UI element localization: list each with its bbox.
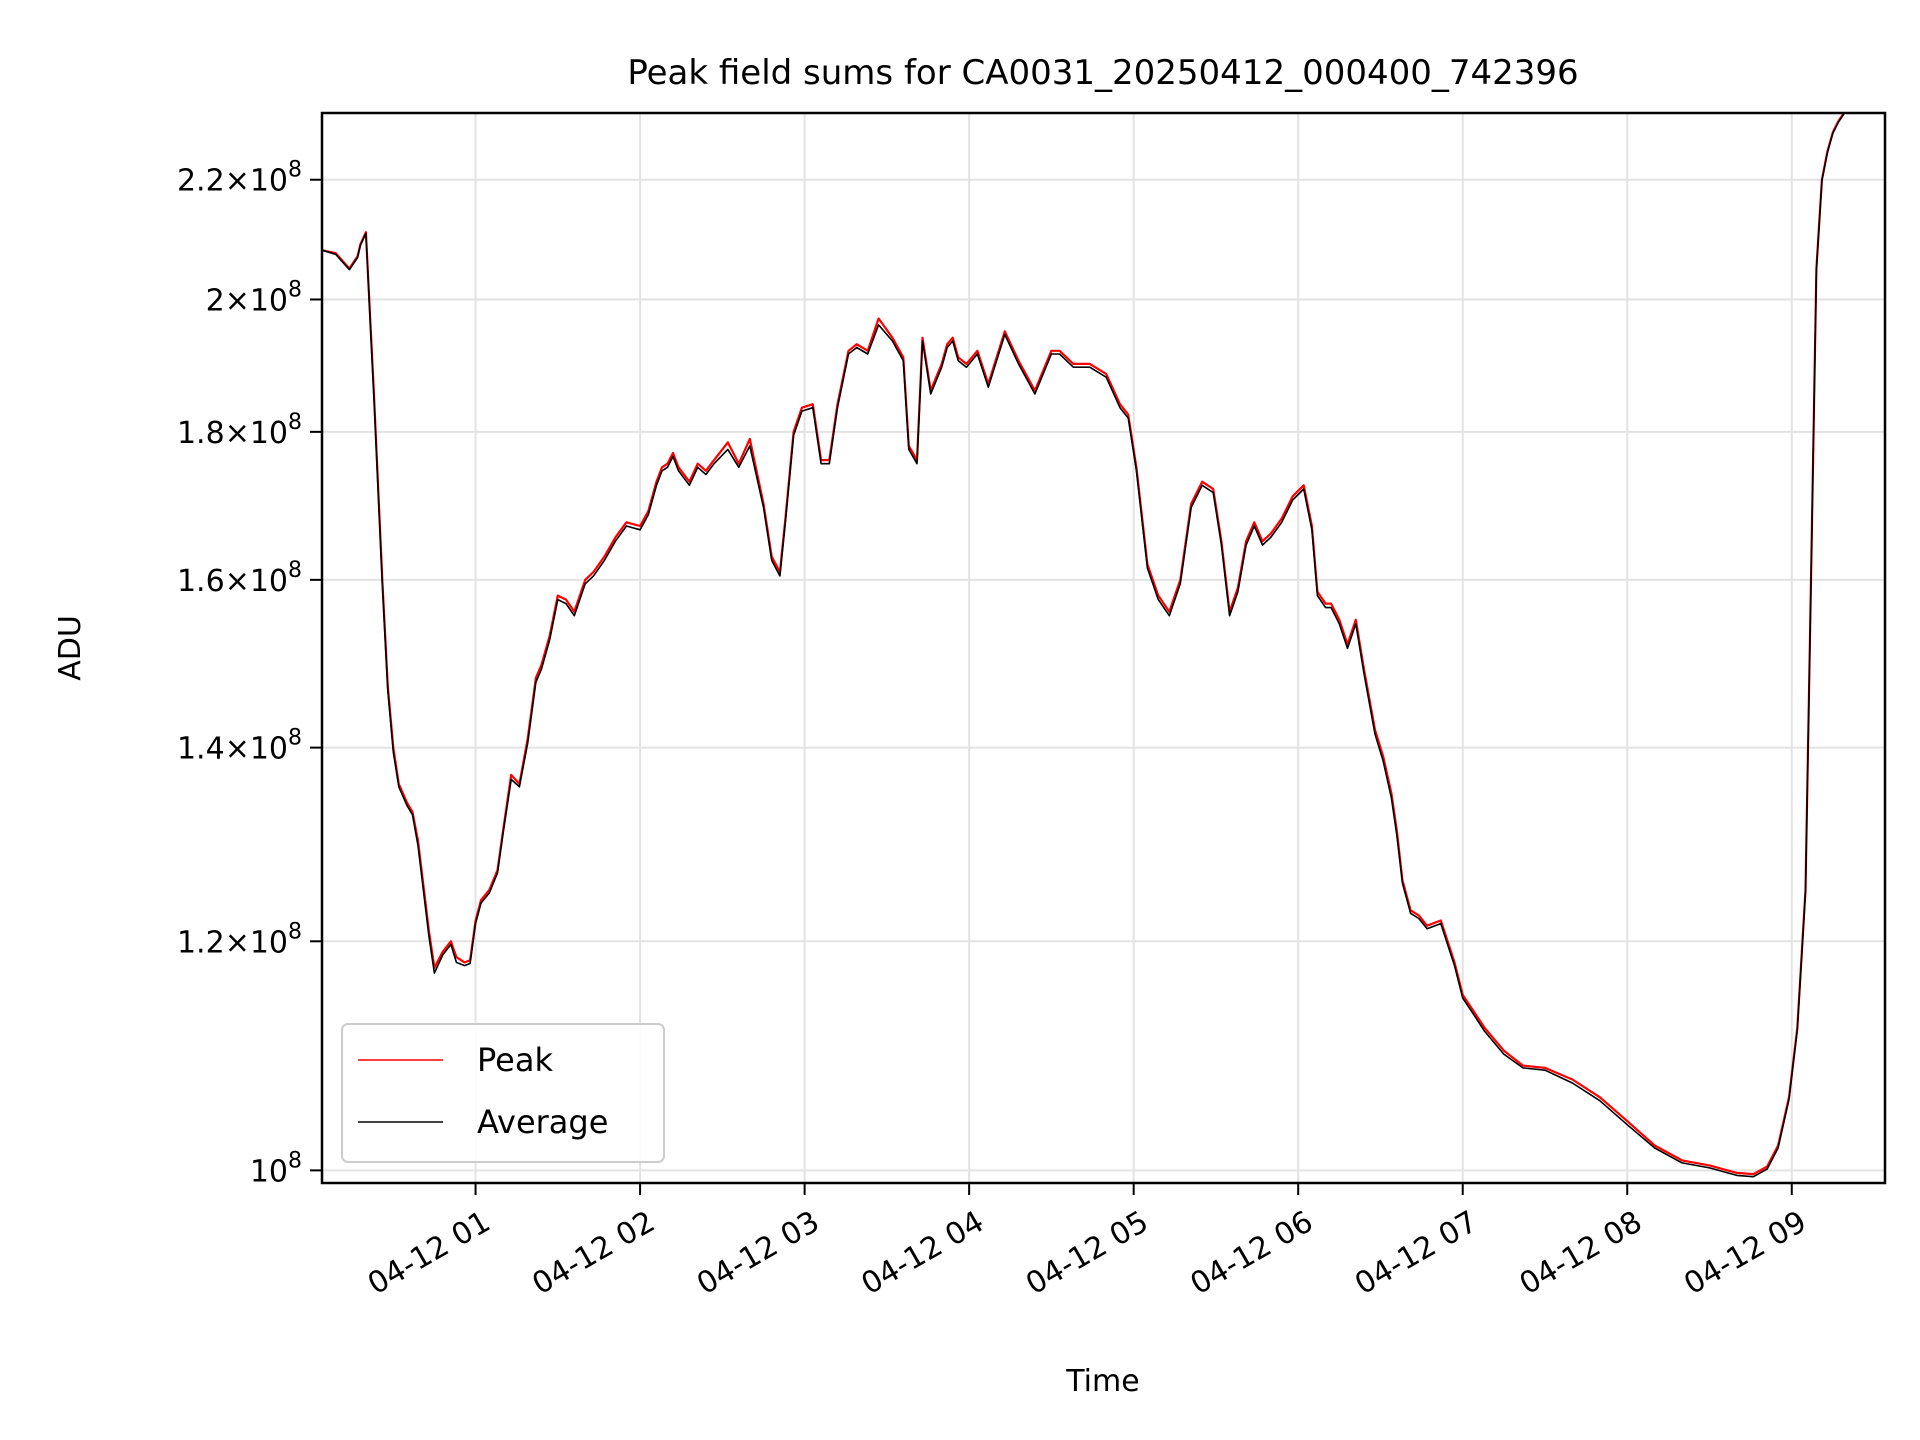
y-tick-mantissa: 2	[206, 283, 225, 318]
y-tick-base: 10	[250, 1154, 288, 1189]
y-axis-label: ADU	[53, 615, 88, 681]
y-tick-label: 1.4×108	[177, 726, 302, 767]
y-tick-exponent: 8	[288, 726, 302, 751]
legend: Peak Average	[341, 1023, 665, 1163]
y-tick-mantissa: 1.8	[177, 416, 225, 451]
axes-frame	[320, 111, 1887, 1185]
series-lines	[321, 112, 1845, 1178]
y-tick-exponent: 8	[288, 919, 302, 944]
y-tick-label: 2.2×108	[177, 158, 302, 199]
y-tick-times: ×10	[225, 164, 288, 199]
chart-title: Peak field sums for CA0031_20250412_0004…	[627, 53, 1578, 93]
y-tick-exponent: 8	[288, 410, 302, 435]
y-tick-exponent: 8	[288, 558, 302, 583]
y-tick-exponent: 8	[288, 277, 302, 302]
y-tick-exponent: 8	[288, 1148, 302, 1173]
series-line-average	[321, 113, 1845, 1178]
y-tick-label: 108	[250, 1148, 302, 1189]
y-tick-label: 2×108	[206, 277, 302, 318]
y-tick-label: 1.8×108	[177, 410, 302, 451]
grid	[322, 113, 1885, 1183]
y-axis-ticks: 1081.2×1081.4×1081.6×1081.8×1082×1082.2×…	[177, 158, 322, 1189]
legend-label-peak: Peak	[477, 1041, 553, 1079]
y-tick-label: 1.6×108	[177, 558, 302, 599]
y-tick-mantissa: 2.2	[177, 164, 225, 199]
y-tick-label: 1.2×108	[177, 919, 302, 960]
y-tick-times: ×10	[225, 564, 288, 599]
y-tick-mantissa: 1.4	[177, 732, 225, 767]
legend-label-average: Average	[477, 1103, 608, 1141]
y-tick-times: ×10	[225, 925, 288, 960]
y-tick-mantissa: 1.6	[177, 564, 225, 599]
x-axis-label: Time	[1065, 1364, 1139, 1399]
y-tick-times: ×10	[225, 283, 288, 318]
y-tick-mantissa: 1.2	[177, 925, 225, 960]
y-tick-times: ×10	[225, 732, 288, 767]
legend-box	[341, 1023, 665, 1163]
y-tick-times: ×10	[225, 416, 288, 451]
y-tick-exponent: 8	[288, 158, 302, 183]
